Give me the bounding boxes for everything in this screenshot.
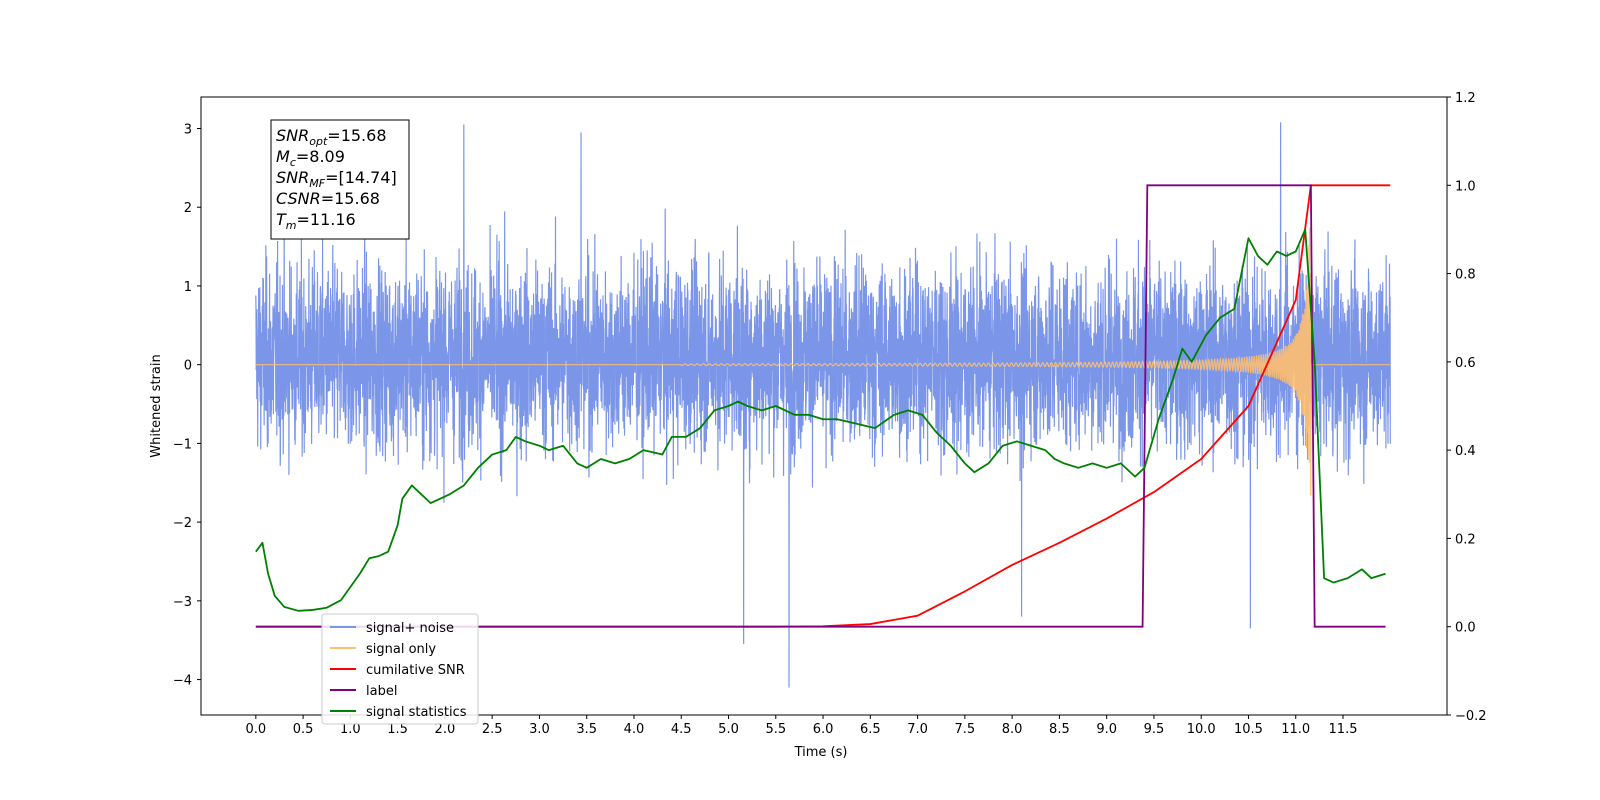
legend-frame	[321, 613, 479, 725]
x-tick-label: 10.5	[1234, 722, 1263, 737]
annotation-name: SNR	[276, 126, 309, 145]
y-left-tick-label: 2	[184, 201, 192, 216]
x-tick-label: 4.5	[671, 722, 692, 737]
annotation-subscript: opt	[309, 135, 328, 148]
x-tick-label: 4.0	[624, 722, 645, 737]
x-tick-label: 7.5	[955, 722, 976, 737]
x-tick-label: 9.5	[1144, 722, 1165, 737]
legend-label: signal statistics	[366, 705, 467, 720]
signal-statistics-line	[255, 228, 1386, 612]
x-tick-label: 5.5	[765, 722, 786, 737]
x-tick-label: 0.5	[293, 722, 314, 737]
annotation-line: SNRMF=[14.74]	[276, 168, 397, 190]
y-right-tick-label: 0.4	[1455, 444, 1476, 459]
annotation-value: =8.09	[296, 147, 345, 166]
x-tick-label: 6.0	[813, 722, 834, 737]
legend: signal+ noise signal only cumilative SNR la…	[321, 613, 479, 725]
y-left-tick-label: −4	[173, 674, 192, 689]
x-tick-label: 8.5	[1049, 722, 1070, 737]
x-tick-label: 7.0	[907, 722, 928, 737]
signal-noise-line	[255, 122, 1391, 688]
y-right-tick-label: 0.6	[1455, 356, 1476, 371]
annotation-subscript: c	[290, 156, 296, 169]
annotation-box: SNRopt=15.68Mc=8.09SNRMF=[14.74]CSNR=15.…	[270, 119, 410, 240]
x-tick-label: 11.5	[1329, 722, 1358, 737]
annotation-value: =11.16	[297, 210, 356, 229]
annotation-line: Mc=8.09	[276, 147, 345, 169]
x-tick-label: 1.5	[387, 722, 408, 737]
y-right-tick-label: 0.8	[1455, 268, 1476, 283]
label-line	[255, 184, 1386, 628]
annotation-subscript: m	[286, 219, 297, 232]
x-tick-label: 10.0	[1187, 722, 1216, 737]
y-right-tick-label: 1.2	[1455, 91, 1476, 106]
x-tick-label: 8.0	[1002, 722, 1023, 737]
x-tick-label: 3.5	[576, 722, 597, 737]
legend-label: signal only	[366, 642, 436, 657]
x-tick-label: 1.0	[340, 722, 361, 737]
x-tick-label: 9.0	[1096, 722, 1117, 737]
cumulative-snr-line	[255, 184, 1391, 628]
legend-label: label	[366, 684, 397, 699]
y-left-tick-label: 3	[184, 122, 192, 137]
annotation-name: M	[276, 147, 290, 166]
x-tick-label: 11.0	[1281, 722, 1310, 737]
y-right-tick-label: 0.2	[1455, 532, 1476, 547]
x-tick-label: 6.5	[860, 722, 881, 737]
y-left-tick-label: 0	[184, 359, 192, 374]
x-tick-label: 3.0	[529, 722, 550, 737]
signal-only-line	[255, 227, 1391, 496]
y-right-tick-label: −0.2	[1455, 709, 1487, 724]
annotation-line: SNRopt=15.68	[276, 126, 387, 148]
plot-frame	[200, 96, 1448, 716]
annotation-value: =[14.74]	[325, 168, 397, 187]
y-left-tick-label: −1	[173, 437, 192, 452]
x-tick-label: 0.0	[245, 722, 266, 737]
x-axis-label: Time (s)	[794, 745, 848, 760]
annotation-frame	[270, 119, 410, 240]
series-layer	[255, 122, 1391, 688]
annotation-name: T	[276, 210, 287, 229]
y-axis-label: Whitened strain	[149, 354, 164, 457]
annotation-name: SNR	[276, 168, 309, 187]
x-tick-label: 2.0	[435, 722, 456, 737]
annotation-subscript: MF	[309, 177, 325, 190]
y-right-tick-label: 0.0	[1455, 621, 1476, 636]
y-right-tick-label: 1.0	[1455, 179, 1476, 194]
y-left-tick-label: −2	[173, 516, 192, 531]
annotation-value: =15.68	[321, 189, 380, 208]
annotation-value: =15.68	[327, 126, 386, 145]
legend-label: signal+ noise	[366, 621, 454, 636]
annotation-line: Tm=11.16	[276, 210, 356, 232]
x-tick-label: 5.0	[718, 722, 739, 737]
legend-label: cumilative SNR	[366, 663, 465, 678]
x-tick-label: 2.5	[482, 722, 503, 737]
y-left-tick-label: −3	[173, 595, 192, 610]
annotation-line: CSNR=15.68	[276, 189, 380, 208]
axes-layer: 0.0 0.5 1.0 1.5 2.0 2.5 3.0 3.5 4.0 4.5 5.0 5.5 6.0 6…	[173, 91, 1487, 737]
annotation-name: CSNR	[276, 189, 321, 208]
y-left-tick-label: 1	[184, 280, 192, 295]
